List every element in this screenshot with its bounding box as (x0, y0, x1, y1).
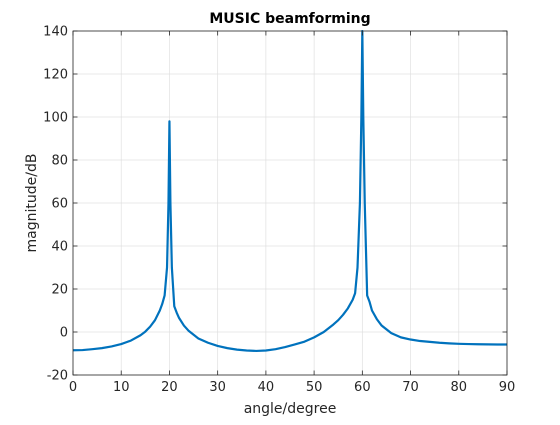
x-tick-label: 30 (209, 380, 226, 395)
x-tick-label: 40 (258, 380, 275, 395)
x-tick-label: 90 (499, 380, 516, 395)
y-tick-label: 60 (51, 197, 68, 212)
y-tick-label: 140 (43, 25, 68, 40)
x-tick-label: 20 (161, 380, 178, 395)
y-tick-label: 40 (51, 240, 68, 255)
x-tick-label: 50 (306, 380, 323, 395)
chart-title: MUSIC beamforming (209, 11, 370, 27)
y-tick-label: 120 (43, 68, 68, 83)
x-tick-label: 80 (451, 380, 468, 395)
x-tick-label: 10 (113, 380, 130, 395)
y-tick-label: 80 (51, 154, 68, 169)
x-tick-label: 0 (69, 380, 77, 395)
x-axis-label: angle/degree (244, 401, 337, 417)
y-axis-label: magnitude/dB (24, 154, 40, 253)
y-tick-label: 20 (51, 283, 68, 298)
y-tick-label: 0 (60, 326, 68, 341)
x-tick-label: 70 (402, 380, 419, 395)
y-tick-label: 100 (43, 111, 68, 126)
y-tick-label: -20 (47, 369, 68, 384)
x-tick-label: 60 (354, 380, 371, 395)
